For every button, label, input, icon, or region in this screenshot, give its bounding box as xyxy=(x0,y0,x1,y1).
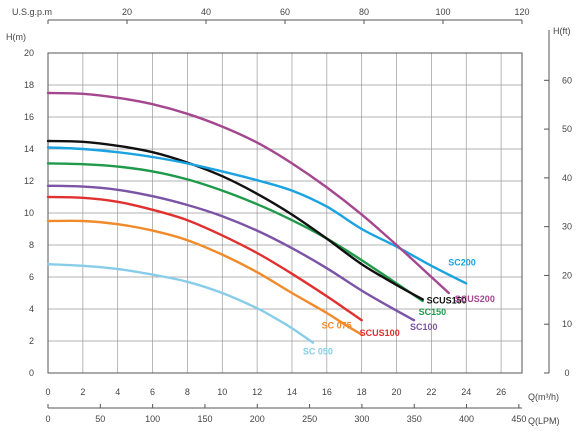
series-line-sc150 xyxy=(46,162,424,303)
left-tick-label: 0 xyxy=(29,368,34,378)
series-label-sc200: SC200 xyxy=(448,257,476,267)
plot-frame xyxy=(47,52,523,374)
series-labels: SC 050 SC 075 SCUS100 SC100 SC150 SCUS150 SC20… xyxy=(303,257,495,356)
gpm-tick-label: 20 xyxy=(122,7,132,17)
lpm-tick-label: 350 xyxy=(407,414,422,424)
ft-tick-label: 50 xyxy=(562,124,572,134)
bottom-tick-label: 6 xyxy=(150,387,155,397)
bottom-tick-label: 2 xyxy=(80,387,85,397)
series-line-sc100 xyxy=(46,184,416,322)
left-tick-label: 10 xyxy=(24,208,34,218)
left-tick-label: 4 xyxy=(29,304,34,314)
left-tick-label: 8 xyxy=(29,240,34,250)
gpm-tick-label: 120 xyxy=(514,7,529,17)
series-line-scus150 xyxy=(46,139,424,301)
bottom-tick-label: 16 xyxy=(322,387,332,397)
series-line-sc075 xyxy=(46,219,363,336)
bottom-tick-label: 24 xyxy=(461,387,471,397)
series-label-scus200: SCUS200 xyxy=(455,294,495,304)
left-tick-label: 2 xyxy=(29,336,34,346)
gpm-tick-label: 80 xyxy=(359,7,369,17)
left-tick-label: 20 xyxy=(24,48,34,58)
gpm-tick-label: 100 xyxy=(435,7,450,17)
ft-tick-label: 10 xyxy=(562,319,572,329)
series-label-scus100: SCUS100 xyxy=(360,328,400,338)
series-label-sc100: SC100 xyxy=(410,322,438,332)
lpm-tick-label: 400 xyxy=(459,414,474,424)
right-axis-title: H(ft) xyxy=(553,26,571,36)
lpm-tick-label: 450 xyxy=(511,414,526,424)
lpm-tick-label: 200 xyxy=(250,414,265,424)
left-tick-label: 14 xyxy=(24,144,34,154)
left-tick-label: 12 xyxy=(24,176,34,186)
series-label-scus150: SCUS150 xyxy=(427,295,467,305)
bottom-tick-label: 22 xyxy=(426,387,436,397)
series-label-sc050: SC 050 xyxy=(303,347,333,357)
series-line-sc050 xyxy=(46,263,315,344)
bottom-tick-label: 4 xyxy=(115,387,120,397)
series-group xyxy=(46,91,468,344)
top-axis-title: U.S.g.p.m xyxy=(12,7,52,17)
bottom-axis-title: Q(m³/h) xyxy=(528,392,559,402)
left-tick-label: 16 xyxy=(24,112,34,122)
ft-tick-label: 60 xyxy=(562,75,572,85)
lpm-tick-label: 50 xyxy=(95,414,105,424)
lpm-tick-label: 300 xyxy=(354,414,369,424)
bottom-tick-label: 20 xyxy=(392,387,402,397)
lpm-tick-label: 0 xyxy=(45,414,50,424)
bottom-tick-label: 0 xyxy=(45,387,50,397)
gpm-tick-label: 40 xyxy=(201,7,211,17)
bottom-tick-label: 26 xyxy=(496,387,506,397)
ft-tick-label: 40 xyxy=(562,173,572,183)
lpm-tick-label: 100 xyxy=(145,414,160,424)
series-label-sc150: SC150 xyxy=(419,307,447,317)
bottom-tick-label: 10 xyxy=(217,387,227,397)
gpm-tick-label: 60 xyxy=(280,7,290,17)
left-axis-title: H(m) xyxy=(6,32,26,42)
series-line-scus100 xyxy=(46,195,363,322)
lpm-tick-label: 250 xyxy=(302,414,317,424)
bottom-tick-label: 14 xyxy=(287,387,297,397)
ft-tick-label: 20 xyxy=(562,270,572,280)
bottom2-axis-title: Q(LPM) xyxy=(528,416,560,426)
bottom-tick-label: 8 xyxy=(185,387,190,397)
bottom-tick-label: 18 xyxy=(357,387,367,397)
bottom-tick-label: 12 xyxy=(252,387,262,397)
series-line-scus200 xyxy=(46,91,450,295)
ft-tick-label: 30 xyxy=(562,222,572,232)
left-tick-label: 6 xyxy=(29,272,34,282)
lpm-tick-label: 150 xyxy=(197,414,212,424)
ft-tick-label: 0 xyxy=(564,368,569,378)
left-tick-label: 18 xyxy=(24,80,34,90)
series-label-sc075: SC 075 xyxy=(322,321,352,331)
